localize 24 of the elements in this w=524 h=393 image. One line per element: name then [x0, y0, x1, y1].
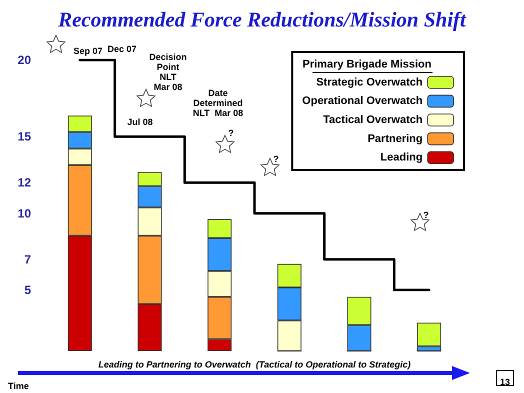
annotation: ?: [228, 128, 234, 138]
annotation: ?: [423, 210, 429, 220]
annotation: Decision Point NLT Mar 08: [149, 52, 187, 92]
annotation: Jul 08: [127, 117, 153, 127]
legend-label: Partnering: [368, 132, 423, 145]
text: 13: [500, 377, 510, 387]
y-tick-label: 10: [18, 206, 32, 220]
chart-title: Recommended Force Reductions/Mission Shift: [57, 8, 468, 32]
y-tick-label: 15: [18, 130, 32, 144]
annotation: ?: [273, 154, 279, 164]
legend-label: Operational Overwatch: [302, 95, 423, 108]
y-tick-label: 5: [24, 283, 32, 297]
text: Dec 07: [107, 44, 137, 54]
legend-title: Primary Brigade Mission: [302, 58, 432, 70]
legend-label: Tactical Overwatch: [323, 114, 423, 126]
annotation: Date Determined NLT Mar 08: [192, 88, 244, 118]
y-tick-label: 20: [18, 53, 32, 67]
y-tick-label: 7: [24, 252, 32, 266]
legend-label: Leading: [380, 152, 423, 164]
text: Time: [8, 381, 29, 391]
x-axis-title: Leading to Partnering to Overwatch (Tactical to Operational to Strategic): [98, 360, 411, 370]
text: Sep 07: [73, 46, 103, 56]
legend-label: Strategic Overwatch: [316, 76, 423, 88]
y-tick-label: 12: [18, 176, 32, 190]
